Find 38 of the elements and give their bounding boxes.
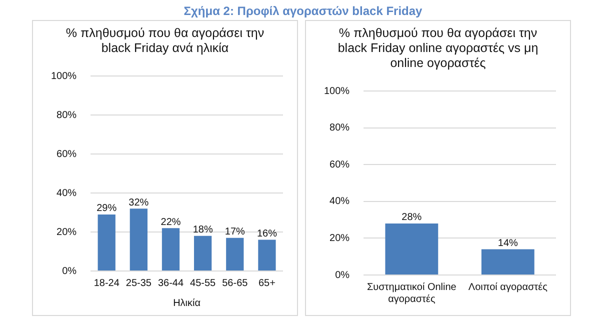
x-tick-label: 45-55 (190, 278, 216, 289)
text: Σχήμα 2: Προφίλ αγοραστών black Friday (182, 4, 424, 18)
x-tick-label: 56-65 (222, 278, 248, 289)
y-tick-label: 100% (51, 70, 77, 82)
y-tick-label: 60% (330, 159, 350, 170)
data-label: 17% (224, 226, 246, 238)
y-tick-label: 0% (335, 270, 350, 281)
x-tick-label: Συστηματικοί Online αγοραστές (366, 282, 457, 305)
data-label: 22% (160, 216, 181, 228)
x-axis-title: Ηλικία (173, 298, 201, 309)
y-tick-label: 0% (62, 266, 77, 277)
bar (162, 228, 180, 270)
bar (194, 236, 212, 270)
x-tick-label: 65+ (258, 278, 276, 289)
y-tick-label: 40% (56, 188, 77, 199)
data-label: 14% (498, 238, 518, 249)
y-tick-label: 20% (56, 226, 77, 238)
x-tick-label: Λοιποί αγοραστές (468, 282, 548, 293)
data-label: 29% (96, 203, 117, 214)
x-tick-label: 36-44 (158, 278, 184, 289)
bar (226, 238, 244, 270)
y-tick-label: 80% (56, 110, 77, 121)
y-tick-label: 20% (330, 232, 350, 244)
chart-title: % πληθυσμού που θα αγοράσει την black Friday ανά ηλικία (64, 25, 266, 56)
y-tick-label: 40% (330, 196, 350, 208)
y-tick-label: 80% (330, 122, 350, 134)
bar (98, 214, 116, 270)
chart-title: % πληθυσμού που θα αγοράσει την black Friday online αγοραστές vs μη online ογοραστές (336, 25, 540, 71)
y-tick-label: 100% (324, 86, 350, 97)
data-label: 32% (128, 197, 149, 208)
bar (258, 240, 276, 270)
y-tick-label: 60% (56, 148, 77, 160)
bar (130, 208, 148, 270)
data-label: 16% (256, 228, 278, 240)
data-label: 18% (192, 224, 213, 236)
x-tick-label: 25-35 (126, 278, 152, 289)
x-tick-label: 18-24 (94, 278, 120, 289)
data-label: 28% (402, 212, 422, 224)
